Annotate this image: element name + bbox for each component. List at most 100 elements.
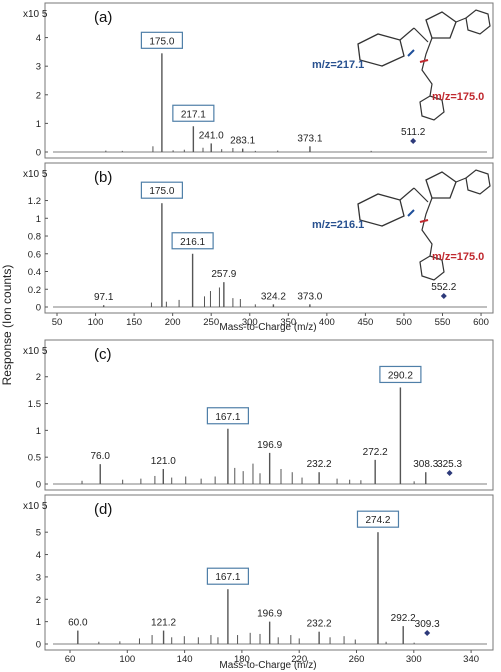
x-tick-label: 100 xyxy=(119,654,135,665)
y-tick-label: 0.2 xyxy=(28,285,41,296)
y-tick-label: 2 xyxy=(36,372,41,383)
sugar-ring xyxy=(357,193,405,227)
cleavage-mark xyxy=(407,49,415,57)
x-tick-label: 350 xyxy=(280,317,296,328)
sugar-ring xyxy=(357,33,405,67)
y-axis-label: Response (Ion counts) xyxy=(0,265,14,386)
peak-label: 274.2 xyxy=(365,515,390,526)
phenyl-ring xyxy=(419,95,445,121)
panel-frame xyxy=(44,339,494,491)
y-tick-label: 3 xyxy=(36,62,41,73)
scale-label: x10 5 xyxy=(23,169,48,180)
y-tick-label: 4 xyxy=(36,33,41,44)
fragment-label: m/z=216.1 xyxy=(312,219,364,231)
phenyl-ring xyxy=(419,255,445,281)
x-tick-label: 250 xyxy=(203,317,219,328)
peak-label: 76.0 xyxy=(91,451,111,462)
bond xyxy=(455,17,467,23)
structure-inset: m/z=217.1 m/z=175.0 xyxy=(312,9,491,121)
peak-label: 167.1 xyxy=(215,412,240,423)
x-tick-label: 550 xyxy=(435,317,451,328)
peak-label: 257.9 xyxy=(211,269,236,280)
peak-label: 232.2 xyxy=(307,619,332,630)
x-tick-label: 500 xyxy=(396,317,412,328)
cleavage-mark xyxy=(419,219,429,223)
peak-label: 324.2 xyxy=(261,291,286,302)
panel-frame xyxy=(44,2,494,159)
peak-label: 196.9 xyxy=(257,440,282,451)
phenyl-ring xyxy=(465,9,491,35)
bond xyxy=(421,197,433,257)
panel-label: (d) xyxy=(94,501,112,518)
x-tick-label: 450 xyxy=(357,317,373,328)
spectrum-panel-1: (b) x10 5 0 0.2 0.4 0.6 0.8 1 1.2 50 100 150 200 250 3… xyxy=(23,162,494,328)
panel-frame xyxy=(44,494,494,651)
pyrazolone-ring xyxy=(425,171,457,199)
panel-label: (b) xyxy=(94,169,112,186)
x-tick-label: 340 xyxy=(463,654,479,665)
x-axis-label-b: Mass-to-Charge (m/z) xyxy=(219,322,316,333)
y-tick-label: 3 xyxy=(36,572,41,583)
x-tick-label: 60 xyxy=(65,654,76,665)
peak-label: 97.1 xyxy=(94,292,114,303)
fragment-label: m/z=217.1 xyxy=(312,59,364,71)
x-tick-label: 150 xyxy=(126,317,142,328)
y-tick-label: 0 xyxy=(36,303,41,314)
x-tick-label: 260 xyxy=(349,654,365,665)
x-tick-label: 200 xyxy=(165,317,181,328)
spectrum-panel-3: (d) x10 5 0 1 2 3 4 5 60 100 140 180 220 260 300 340 60.… xyxy=(23,494,494,665)
x-tick-label: 140 xyxy=(177,654,193,665)
y-tick-label: 2 xyxy=(36,90,41,101)
scale-label: x10 5 xyxy=(23,9,48,20)
peak-label: 373.1 xyxy=(297,133,322,144)
x-tick-label: 300 xyxy=(242,317,258,328)
cleavage-mark xyxy=(419,59,429,63)
precursor-marker xyxy=(410,138,417,144)
peak-label: 283.1 xyxy=(230,136,255,147)
y-tick-label: 1 xyxy=(36,214,41,225)
peak-label: 552.2 xyxy=(431,282,456,293)
peak-label-box xyxy=(379,365,422,384)
peak-label: 308.3 xyxy=(413,459,438,470)
y-tick-label: 1 xyxy=(36,426,41,437)
panel-frame xyxy=(44,162,494,314)
panel-label: (c) xyxy=(94,346,112,363)
y-tick-label: 0.5 xyxy=(28,453,41,464)
x-tick-label: 220 xyxy=(291,654,307,665)
x-axis-label-d: Mass-to-Charge (m/z) xyxy=(219,660,316,671)
spectrum-panel-0: (a) x10 5 0 1 2 3 4 175.0 217.1 241.0 283.1 373.1 51… xyxy=(23,2,494,159)
peak-label: 196.9 xyxy=(257,609,282,620)
x-tick-label: 50 xyxy=(52,317,63,328)
y-tick-label: 4 xyxy=(36,550,41,561)
fragment-label: m/z=175.0 xyxy=(432,91,484,103)
bond xyxy=(399,27,429,43)
panel-label: (a) xyxy=(94,9,112,26)
precursor-marker xyxy=(446,470,453,476)
peak-label-box xyxy=(171,232,214,250)
peak-label-box xyxy=(140,181,183,199)
y-tick-label: 0.6 xyxy=(28,249,41,260)
y-tick-label: 5 xyxy=(36,528,41,539)
peak-label: 167.1 xyxy=(215,572,240,583)
peak-label: 175.0 xyxy=(149,186,174,197)
peak-label-box xyxy=(206,567,249,585)
peak-label: 175.0 xyxy=(149,36,174,47)
phenyl-ring xyxy=(465,169,491,195)
spectrum-panel-2: (c) x10 5 0 0.5 1 1.5 2 76.0 121.0 167.1 196.9 232.… xyxy=(23,339,494,491)
bond xyxy=(421,37,433,97)
peak-label-box xyxy=(140,31,183,49)
peak-label-box xyxy=(206,407,249,425)
y-tick-label: 1 xyxy=(36,617,41,628)
peak-label: 121.0 xyxy=(151,456,176,467)
bond xyxy=(455,177,467,183)
y-tick-label: 1 xyxy=(36,119,41,130)
peak-label-box xyxy=(172,104,215,122)
x-tick-label: 600 xyxy=(473,317,489,328)
x-tick-label: 300 xyxy=(406,654,422,665)
y-tick-label: 0.4 xyxy=(28,267,41,278)
y-tick-label: 2 xyxy=(36,595,41,606)
precursor-marker xyxy=(424,630,431,636)
y-tick-label: 0 xyxy=(36,480,41,491)
x-tick-label: 400 xyxy=(319,317,335,328)
y-tick-label: 1.5 xyxy=(28,399,41,410)
